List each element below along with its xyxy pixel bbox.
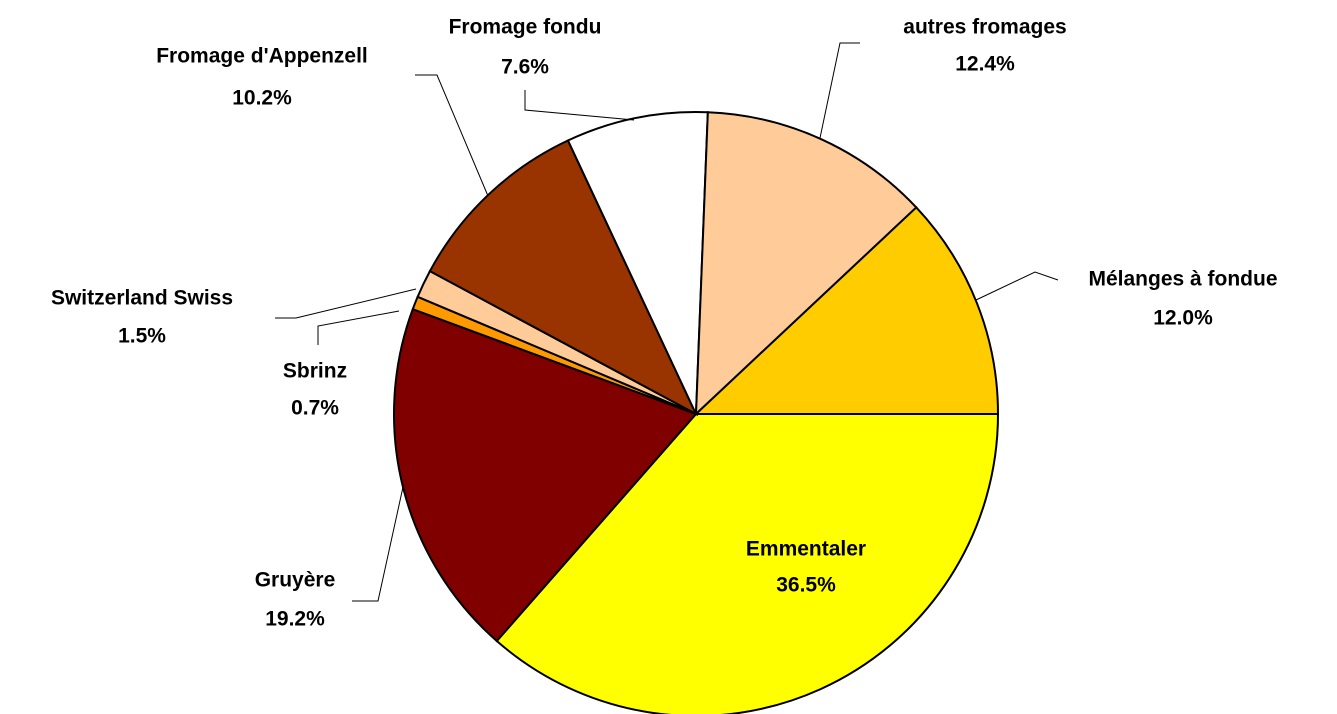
value-label: 10.2% — [232, 87, 292, 110]
value-label: 12.0% — [1153, 307, 1213, 330]
leader-line — [352, 486, 404, 602]
leader-line — [975, 271, 1059, 301]
leader-line — [819, 42, 860, 139]
value-label: 7.6% — [501, 56, 549, 79]
leader-line — [317, 310, 400, 345]
value-label: 0.7% — [291, 397, 339, 420]
pie-slice — [693, 206, 1000, 415]
slice-label: Mélanges à fondue — [1088, 268, 1277, 291]
value-label: 1.5% — [118, 325, 166, 348]
slice-label: Fromage d'Appenzell — [156, 45, 368, 68]
value-label: 12.4% — [955, 53, 1015, 76]
leader-line — [415, 74, 489, 197]
pie-slice — [694, 111, 918, 417]
pie-slice — [566, 111, 709, 415]
leader-line — [275, 288, 417, 319]
slice-label: Emmentaler — [746, 538, 866, 561]
slice-label: Fromage fondu — [449, 16, 602, 39]
slice-label: Sbrinz — [283, 360, 347, 383]
value-label: 19.2% — [265, 608, 325, 631]
pie-slice — [495, 413, 1000, 714]
leader-line — [524, 90, 635, 121]
slice-label: autres fromages — [903, 16, 1066, 39]
slice-label: Switzerland Swiss — [51, 287, 233, 310]
pie-slice — [428, 139, 699, 417]
value-label: 36.5% — [776, 574, 836, 597]
slice-label: Gruyère — [255, 569, 336, 592]
